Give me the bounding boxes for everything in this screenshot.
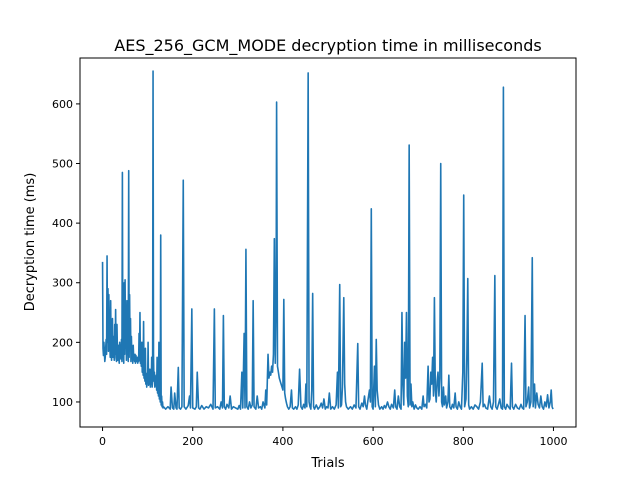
y-tick-label: 300 [52, 277, 73, 290]
x-tick-label: 800 [453, 435, 474, 448]
plot-area [101, 70, 554, 410]
y-tick-label: 400 [52, 217, 73, 230]
y-tick-label: 100 [52, 396, 73, 409]
y-tick-label: 200 [52, 336, 73, 349]
x-tick-label: 1000 [539, 435, 567, 448]
x-tick-label: 600 [363, 435, 384, 448]
x-tick-label: 200 [182, 435, 203, 448]
x-tick-label: 0 [99, 435, 106, 448]
series-line-0 [101, 70, 554, 410]
chart-title: AES_256_GCM_MODE decryption time in mill… [114, 36, 541, 56]
x-axis-ticks: 0 200 400 600 800 1000 [99, 427, 567, 448]
y-tick-label: 600 [52, 98, 73, 111]
y-tick-label: 500 [52, 158, 73, 171]
x-axis-label: Trials [310, 456, 345, 471]
y-axis-ticks: 100 200 300 400 500 600 [52, 98, 80, 409]
x-tick-label: 400 [272, 435, 293, 448]
y-axis-label: Decryption time (ms) [23, 173, 38, 312]
axes-frame [79, 57, 577, 428]
